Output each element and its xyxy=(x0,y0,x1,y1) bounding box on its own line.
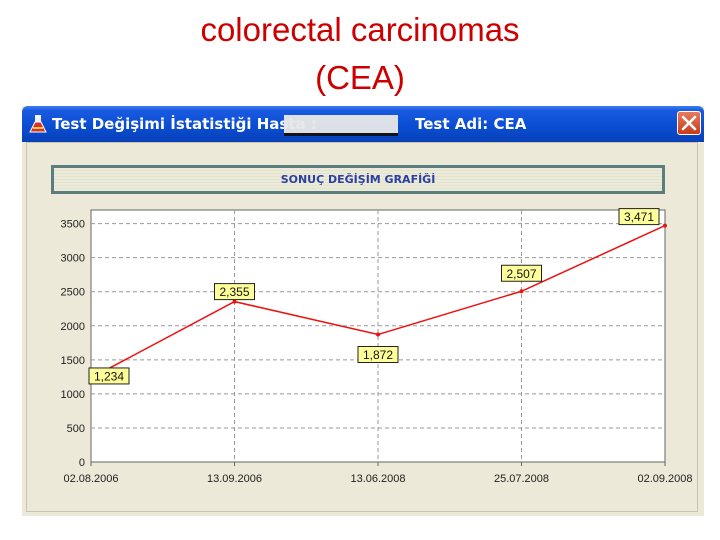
chart-title-banner: SONUÇ DEĞİŞİM GRAFİĞİ xyxy=(51,165,665,194)
x-tick-label: 13.09.2006 xyxy=(207,473,262,485)
slide-title-line2: (CEA) xyxy=(315,59,405,96)
data-point xyxy=(376,332,380,337)
data-label: 1,872 xyxy=(363,348,393,362)
window-titlebar[interactable]: Test Değişimi İstatistiği Hasta : Test A… xyxy=(22,106,704,142)
result-change-chart: 0 500 1000 1500 2000 2500 3000 3500 02.08.2006 13… xyxy=(61,208,693,485)
data-label-box xyxy=(501,264,542,282)
data-point xyxy=(232,299,237,304)
data-label: 2,355 xyxy=(219,285,249,299)
data-point xyxy=(519,289,524,294)
x-tick-label: 02.08.2006 xyxy=(63,473,118,485)
y-tick-label: 0 xyxy=(79,457,85,469)
x-tick-label: 13.06.2008 xyxy=(350,473,405,485)
y-tick-label: 2000 xyxy=(61,321,85,333)
y-tick-label: 2500 xyxy=(61,287,85,299)
redacted-patient-name xyxy=(284,115,398,136)
window-title-text: Test Değişimi İstatistiği Hasta : xyxy=(52,115,317,133)
close-icon xyxy=(681,115,697,131)
data-point xyxy=(663,223,667,228)
data-label-box xyxy=(618,208,660,226)
x-tick-label: 25.07.2008 xyxy=(494,473,549,485)
y-tick-label: 1000 xyxy=(61,389,85,401)
y-tick-label: 3000 xyxy=(61,253,85,265)
y-tick-label: 1500 xyxy=(61,355,85,367)
slide-title-line1: colorectal carcinomas xyxy=(200,11,520,48)
chart-title: SONUÇ DEĞİŞİM GRAFİĞİ xyxy=(280,173,436,186)
data-label: 2,507 xyxy=(506,267,536,281)
data-label-box xyxy=(214,283,255,301)
data-label: 1,234 xyxy=(94,369,124,383)
y-tick-label: 3500 xyxy=(61,219,85,231)
x-tick-label: 02.09.2008 xyxy=(637,473,692,485)
window-test-name: Test Adi: CEA xyxy=(415,115,527,133)
close-button[interactable] xyxy=(677,111,701,135)
y-tick-label: 500 xyxy=(67,423,85,435)
app-window: Test Değişimi İstatistiği Hasta : Test A… xyxy=(22,106,704,516)
data-label-box xyxy=(357,346,399,364)
data-label: 3,471 xyxy=(624,210,654,224)
chart-panel: SONUÇ DEĞİŞİM GRAFİĞİ 0 500 1000 1500 2000 25… xyxy=(26,142,698,512)
data-label-box xyxy=(88,367,130,385)
flask-icon xyxy=(29,115,47,133)
